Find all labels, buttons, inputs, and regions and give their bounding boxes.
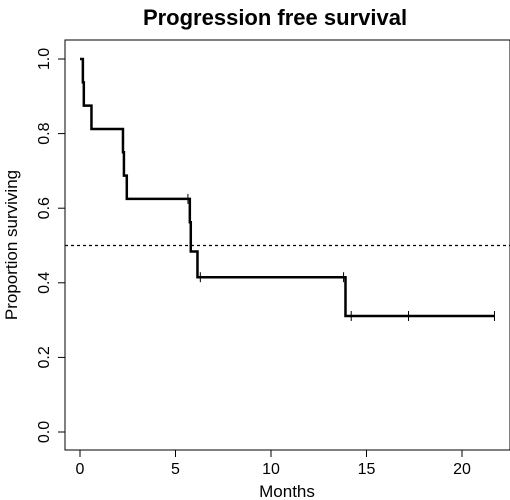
x-tick-label: 20 <box>453 461 471 478</box>
x-tick-label: 10 <box>262 461 280 478</box>
y-tick-label: 1.0 <box>36 48 53 70</box>
chart-title: Progression free survival <box>143 5 407 30</box>
plot-area <box>65 57 510 321</box>
y-axis: 0.0 0.2 0.4 0.6 0.8 1.0 <box>36 48 65 443</box>
x-tick-label: 5 <box>171 461 180 478</box>
x-tick-label: 15 <box>358 461 376 478</box>
y-axis-label: Proportion surviving <box>2 170 21 320</box>
y-tick-label: 0.2 <box>36 346 53 368</box>
x-axis: 0 5 10 15 20 <box>76 450 471 478</box>
x-axis-label: Months <box>259 482 315 500</box>
x-tick-label: 0 <box>76 461 85 478</box>
y-tick-label: 0.0 <box>36 421 53 443</box>
y-tick-label: 0.6 <box>36 197 53 219</box>
y-tick-label: 0.8 <box>36 122 53 144</box>
survival-curve <box>80 57 495 318</box>
y-tick-label: 0.4 <box>36 272 53 294</box>
